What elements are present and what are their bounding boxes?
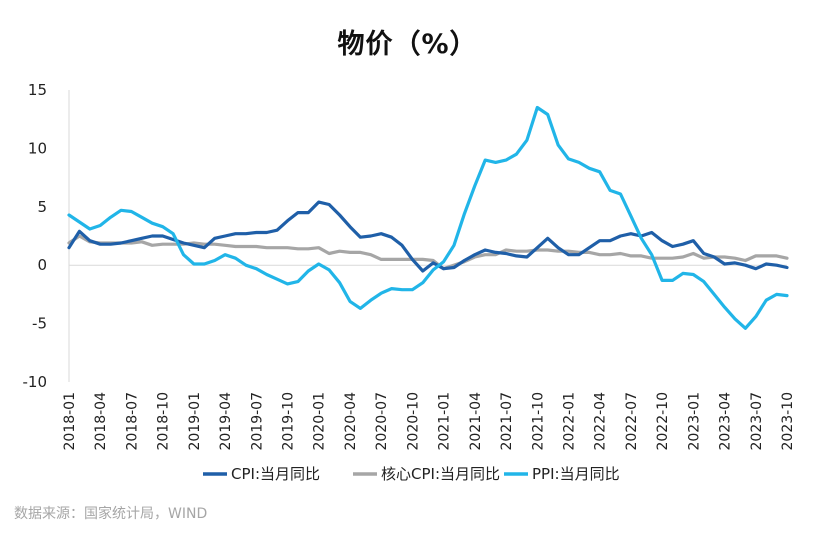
x-tick-label: 2022-01 (561, 392, 577, 451)
x-tick-label: 2023-10 (780, 392, 796, 451)
y-tick-label: 0 (37, 256, 47, 274)
y-tick-label: 15 (28, 81, 47, 99)
x-tick-label: 2020-10 (405, 392, 421, 451)
legend-label: CPI:当月同比 (231, 465, 320, 483)
legend-label: 核心CPI:当月同比 (381, 465, 500, 483)
x-tick-label: 2023-04 (718, 392, 734, 451)
x-tick-label: 2019-01 (187, 392, 203, 451)
y-axis: 15 10 5 0 -5 -10 (23, 81, 70, 391)
legend-label: PPI:当月同比 (532, 465, 620, 483)
series-line-2 (67, 105, 789, 330)
x-tick-label: 2021-04 (468, 392, 484, 451)
x-tick-label: 2019-10 (281, 392, 297, 451)
x-tick-label: 2022-04 (593, 392, 609, 451)
x-tick-label: 2021-07 (499, 392, 515, 451)
chart-title: 物价（%） (337, 29, 478, 60)
series-line-0 (67, 200, 789, 273)
source-note: 数据来源：国家统计局，WIND (14, 506, 208, 522)
x-tick-label: 2023-01 (686, 392, 702, 451)
x-tick-label: 2018-04 (93, 392, 109, 451)
y-tick-label: -10 (23, 373, 48, 391)
legend: CPI:当月同比 核心CPI:当月同比 PPI:当月同比 (203, 465, 620, 483)
x-tick-label: 2018-01 (62, 392, 78, 451)
x-tick-label: 2019-07 (249, 392, 265, 451)
series-lines (67, 105, 789, 330)
y-tick-label: 5 (37, 198, 47, 216)
x-tick-label: 2018-10 (156, 392, 172, 451)
x-tick-label: 2020-01 (312, 392, 328, 451)
x-tick-label: 2019-04 (218, 392, 234, 451)
x-tick-label: 2020-07 (374, 392, 390, 451)
x-tick-label: 2020-04 (343, 392, 359, 451)
y-tick-label: -5 (32, 315, 47, 333)
x-tick-label: 2022-07 (624, 392, 640, 451)
y-tick-label: 10 (28, 139, 47, 157)
x-axis: 2018-01 2018-04 2018-07 2018-10 2019-01 2019-… (62, 392, 796, 451)
x-tick-label: 2018-07 (124, 392, 140, 451)
x-tick-label: 2023-07 (749, 392, 765, 451)
x-tick-label: 2022-10 (655, 392, 671, 451)
x-tick-label: 2021-10 (530, 392, 546, 451)
x-tick-label: 2021-01 (437, 392, 453, 451)
